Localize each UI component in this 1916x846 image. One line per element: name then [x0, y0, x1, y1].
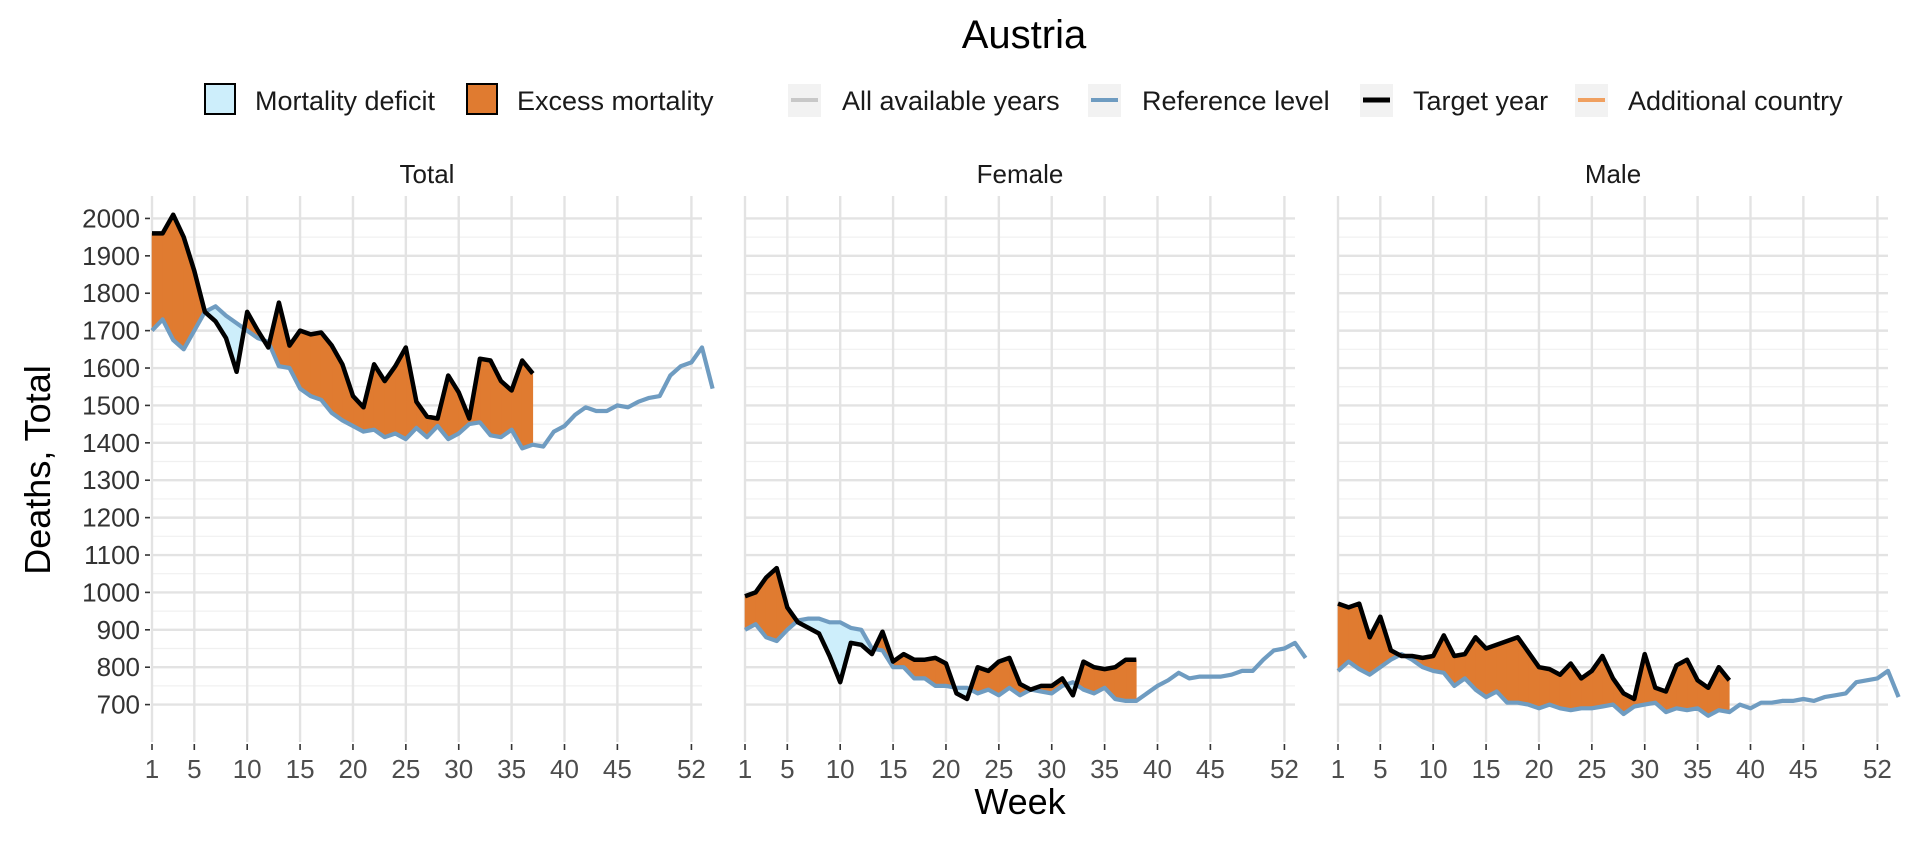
reference-level-line: [1336, 651, 1901, 718]
y-tick-label: 1700: [82, 316, 140, 346]
x-tick-label: 40: [550, 754, 579, 784]
facet-panel-female: Female 1 5 10 15 20 25 30 35 40 45 52: [738, 159, 1308, 784]
reference-level-line: [744, 616, 1308, 704]
legend-item-reference-level: Reference level: [1088, 84, 1330, 117]
x-tick-label: 52: [1270, 754, 1299, 784]
excess-mortality-area: [299, 330, 312, 397]
target-year-line: [1337, 601, 1732, 702]
x-tick-label: 35: [1090, 754, 1119, 784]
x-tick-label: 15: [286, 754, 315, 784]
legend-label-reference-level: Reference level: [1142, 86, 1330, 116]
legend-item-mortality-deficit: Mortality deficit: [204, 83, 436, 116]
x-tick-label: 20: [932, 754, 961, 784]
x-tick-label: 52: [677, 754, 706, 784]
x-tick-label: 30: [1037, 754, 1066, 784]
x-tick-label: 10: [826, 754, 855, 784]
x-tick-label: 40: [1143, 754, 1172, 784]
x-tick-label: 10: [1419, 754, 1448, 784]
x-tick-label: 1: [145, 754, 159, 784]
x-tick-label: 25: [391, 754, 420, 784]
x-tick-label: 5: [1373, 754, 1387, 784]
facet-panel-male: Male 1 5 10 15 20 25 30 35 40 45 52: [1331, 159, 1901, 784]
y-tick-label: 1400: [82, 428, 140, 458]
y-tick-label: 1200: [82, 503, 140, 533]
y-tick-label: 1300: [82, 465, 140, 495]
y-tick-label: 1000: [82, 577, 140, 607]
legend-label-target-year: Target year: [1413, 86, 1548, 116]
legend: Mortality deficit Excess mortality All a…: [204, 83, 1843, 117]
x-tick-label: 30: [1630, 754, 1659, 784]
x-tick-label: 25: [984, 754, 1013, 784]
x-tick-label: 5: [780, 754, 794, 784]
x-tick-label: 15: [1472, 754, 1501, 784]
x-tick-label: 40: [1736, 754, 1765, 784]
y-tick-label: 800: [97, 652, 140, 682]
excess-mortality-area: [1348, 603, 1360, 670]
facet-panel-total: Total 1 5 10 15 20 25 30 35 40 45 52: [145, 159, 715, 784]
legend-label-excess-mortality: Excess mortality: [517, 86, 714, 116]
legend-item-additional-country: Additional country: [1575, 84, 1843, 117]
x-tick-label: 5: [187, 754, 201, 784]
excess-mortality-area: [151, 233, 163, 332]
x-tick-label: 45: [603, 754, 632, 784]
x-tick-label: 15: [879, 754, 908, 784]
x-tick-label: 35: [1683, 754, 1712, 784]
gridlines: [150, 196, 702, 742]
x-tick-label: 45: [1196, 754, 1225, 784]
legend-item-target-year: Target year: [1360, 84, 1548, 117]
target-year-line: [744, 565, 1137, 702]
y-tick-label: 2000: [82, 203, 140, 233]
legend-label-additional-country: Additional country: [1628, 86, 1843, 116]
x-tick-label: 30: [444, 754, 473, 784]
excess-mortality-area: [1506, 636, 1519, 704]
x-tick-label: 1: [738, 754, 752, 784]
facet-strip-label: Male: [1585, 159, 1641, 189]
y-tick-label: 1100: [84, 540, 140, 570]
facet-strip-label: Female: [977, 159, 1064, 189]
facet-panels: 700 800 900 1000 1100 1200 1300 1400 1500 1600 170…: [82, 159, 1901, 784]
y-tick-label: 700: [97, 690, 140, 720]
y-tick-label: 1900: [82, 241, 140, 271]
legend-label-all-available-years: All available years: [842, 86, 1060, 116]
legend-item-all-available-years: All available years: [788, 84, 1060, 117]
chart-title: Austria: [962, 13, 1087, 57]
x-axis-label: Week: [974, 781, 1066, 822]
y-axis-label: Deaths, Total: [17, 365, 58, 574]
gridlines: [743, 196, 1295, 742]
legend-key-mortality-deficit: [204, 83, 236, 115]
excess-mortality-area: [1538, 666, 1550, 709]
x-tick-label: 35: [497, 754, 526, 784]
x-tick-label: 10: [233, 754, 262, 784]
y-tick-label: 1600: [82, 353, 140, 383]
legend-key-excess-mortality: [466, 83, 498, 115]
excess-mortality-area: [310, 332, 322, 401]
excess-mortality-area: [1485, 644, 1497, 698]
legend-label-mortality-deficit: Mortality deficit: [255, 86, 436, 116]
x-tick-label: 1: [1331, 754, 1345, 784]
legend-item-excess-mortality: Excess mortality: [466, 83, 714, 116]
excess-mortality-area: [1125, 659, 1137, 702]
x-tick-label: 20: [1525, 754, 1554, 784]
x-tick-label: 25: [1577, 754, 1606, 784]
y-tick-label: 1500: [82, 390, 140, 420]
excess-mortality-area: [913, 659, 926, 679]
x-tick-label: 52: [1863, 754, 1892, 784]
x-tick-label: 20: [339, 754, 368, 784]
y-tick-label: 900: [97, 615, 140, 645]
facet-strip-label: Total: [400, 159, 455, 189]
x-tick-label: 45: [1789, 754, 1818, 784]
y-tick-label: 1800: [82, 278, 140, 308]
target-year-line: [152, 212, 535, 421]
